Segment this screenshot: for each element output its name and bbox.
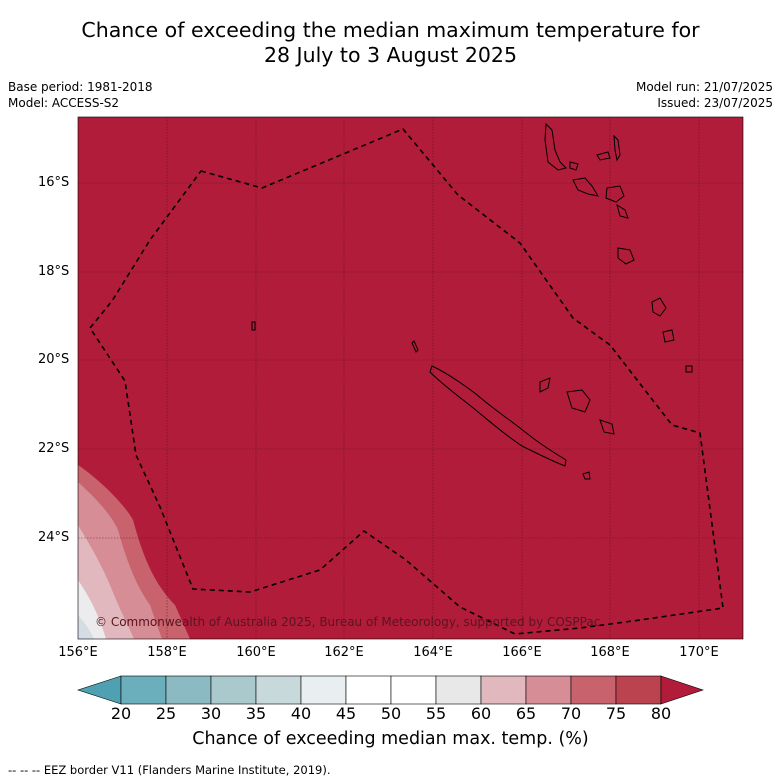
colorbar-tick-label: 35 <box>245 704 267 723</box>
colorbar-tick-label: 70 <box>560 704 582 723</box>
colorbar-tick-label: 55 <box>425 704 447 723</box>
colorbar-segment <box>615 675 662 705</box>
colorbar-segment <box>210 675 257 705</box>
lat-tick-24s: 24°S <box>38 530 70 545</box>
lon-tick-170e: 170°E <box>679 645 719 660</box>
colorbar-segment <box>570 675 617 705</box>
probability-gradient-patch <box>78 465 190 639</box>
gridlines <box>78 117 743 639</box>
colorbar <box>77 675 704 705</box>
colorbar-tick-label: 50 <box>380 704 402 723</box>
colorbar-segment <box>390 675 437 705</box>
lat-tick-22s: 22°S <box>38 441 70 456</box>
colorbar-segment <box>480 675 527 705</box>
lon-tick-168e: 168°E <box>590 645 630 660</box>
lon-tick-160e: 160°E <box>236 645 276 660</box>
lon-tick-158e: 158°E <box>147 645 187 660</box>
colorbar-tick-label: 30 <box>200 704 222 723</box>
colorbar-extend-low <box>77 675 122 705</box>
metadata-right: Model run: 21/07/2025 Issued: 23/07/2025 <box>636 79 773 111</box>
colorbar-segment <box>300 675 347 705</box>
colorbar-tick-label: 75 <box>605 704 627 723</box>
lat-tick-20s: 20°S <box>38 352 70 367</box>
metadata-left: Base period: 1981-2018 Model: ACCESS-S2 <box>8 79 153 111</box>
map-frame <box>77 116 744 640</box>
colorbar-tick-label: 25 <box>155 704 177 723</box>
title-line-2: 28 July to 3 August 2025 <box>263 43 518 67</box>
eez-footnote: -- -- -- EEZ border V11 (Flanders Marine… <box>8 763 331 777</box>
new-caledonia-coastline <box>411 340 615 480</box>
eez-border <box>89 128 724 635</box>
colorbar-segment <box>345 675 392 705</box>
colorbar-segment <box>255 675 302 705</box>
colorbar-segment <box>435 675 482 705</box>
colorbar-segment <box>165 675 212 705</box>
lat-tick-16s: 16°S <box>38 175 70 190</box>
title-line-1: Chance of exceeding the median maximum t… <box>81 18 700 42</box>
model-run: Model run: 21/07/2025 <box>635 80 773 94</box>
vanuatu-coastline <box>251 122 693 373</box>
colorbar-tick-label: 20 <box>110 704 132 723</box>
map-title: Chance of exceeding the median maximum t… <box>0 18 781 68</box>
base-period: Base period: 1981-2018 <box>8 80 153 94</box>
colorbar-tick-label: 60 <box>470 704 492 723</box>
issued-date: Issued: 23/07/2025 <box>657 96 773 110</box>
lon-tick-156e: 156°E <box>58 645 98 660</box>
lat-tick-18s: 18°S <box>38 264 70 279</box>
map-area <box>78 117 743 639</box>
copyright-text: © Commonwealth of Australia 2025, Bureau… <box>95 615 600 629</box>
colorbar-tick-label: 40 <box>290 704 312 723</box>
colorbar-segment <box>525 675 572 705</box>
lon-tick-164e: 164°E <box>413 645 453 660</box>
colorbar-tick-label: 65 <box>515 704 537 723</box>
colorbar-extend-high <box>660 675 704 705</box>
lon-tick-166e: 166°E <box>502 645 542 660</box>
colorbar-title: Chance of exceeding median max. temp. (%… <box>192 729 589 749</box>
lon-tick-162e: 162°E <box>324 645 364 660</box>
colorbar-segment <box>120 675 167 705</box>
colorbar-tick-label: 45 <box>335 704 357 723</box>
colorbar-tick-label: 80 <box>650 704 672 723</box>
model-name: Model: ACCESS-S2 <box>8 96 120 110</box>
